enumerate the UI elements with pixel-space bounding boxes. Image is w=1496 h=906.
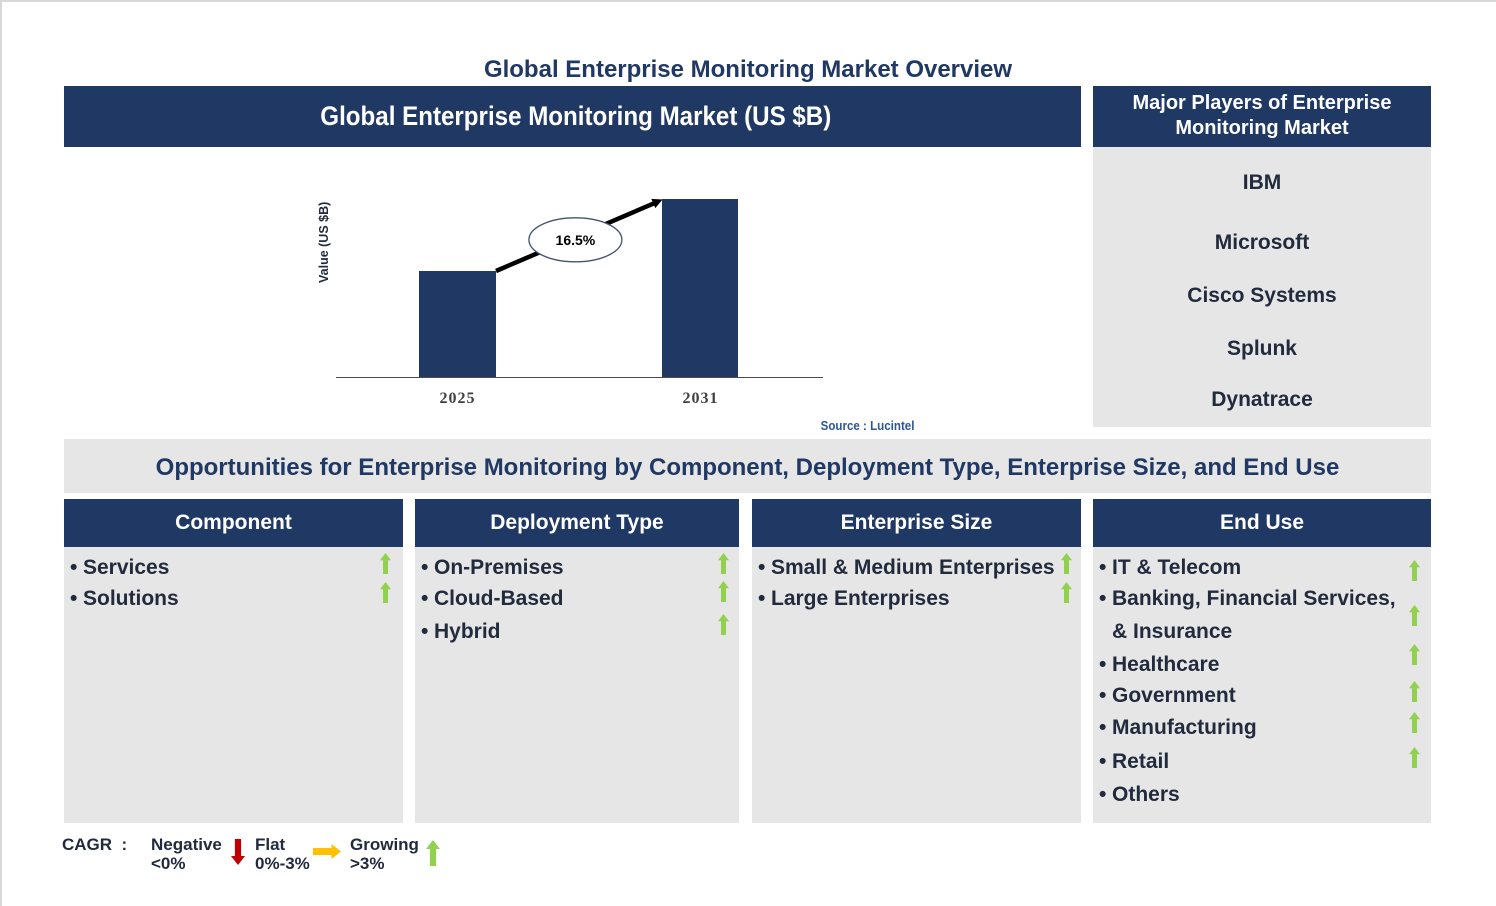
svg-text:16.5%: 16.5% (556, 232, 596, 248)
